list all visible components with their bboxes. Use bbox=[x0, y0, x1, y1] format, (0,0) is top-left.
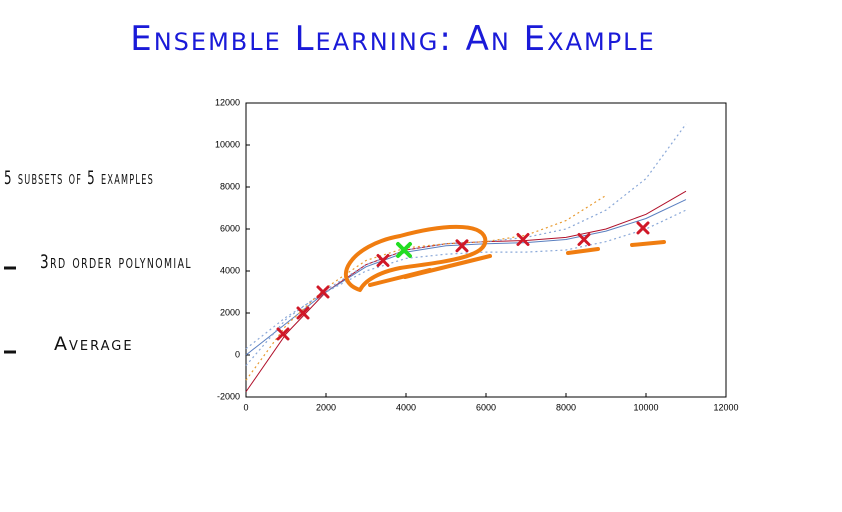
underline-stroke bbox=[630, 240, 666, 247]
data-point bbox=[636, 221, 650, 235]
x-tick-label: 0 bbox=[243, 402, 248, 412]
x-tick-label: 12000 bbox=[713, 402, 738, 412]
plot-frame bbox=[245, 102, 727, 398]
y-tick-label: 2000 bbox=[220, 307, 240, 317]
y-tick-label: 0 bbox=[235, 349, 240, 359]
underline-stroke bbox=[566, 247, 600, 255]
y-tick-label: 12000 bbox=[215, 97, 240, 107]
circle-stroke bbox=[343, 224, 488, 292]
series-line bbox=[245, 209, 687, 350]
y-tick-label: 10000 bbox=[215, 139, 240, 149]
plot: 0 2000 4000 6000 8000 10000 12000-200002000400… bbox=[215, 97, 739, 412]
highlight-point bbox=[396, 242, 412, 258]
data-point bbox=[296, 306, 310, 320]
y-tick-label: 4000 bbox=[220, 265, 240, 275]
data-point bbox=[376, 254, 390, 267]
data-point bbox=[577, 233, 591, 246]
series-line bbox=[245, 190, 687, 393]
x-tick-label: 6000 bbox=[476, 402, 496, 412]
x-tick-label: 2000 bbox=[316, 402, 336, 412]
x-tick-label: 10000 bbox=[633, 402, 658, 412]
slide-title: Ensemble Learning: An Example bbox=[130, 19, 655, 59]
y-tick-label: -2000 bbox=[217, 391, 240, 401]
data-point bbox=[316, 285, 330, 299]
bullet-text: 3rd order polynomial bbox=[40, 251, 192, 273]
bullet-text: Average bbox=[54, 333, 134, 355]
x-tick-label: 8000 bbox=[556, 402, 576, 412]
underline-stroke bbox=[403, 254, 492, 279]
annotations bbox=[343, 224, 666, 292]
series-line bbox=[245, 194, 607, 381]
y-tick-label: 8000 bbox=[220, 181, 240, 191]
data-point bbox=[276, 327, 290, 341]
data-point bbox=[516, 233, 530, 246]
y-tick-label: 6000 bbox=[220, 223, 240, 233]
x-tick-label: 4000 bbox=[396, 402, 416, 412]
series-line bbox=[245, 199, 687, 356]
bullet-text: 5 subsets of 5 examples bbox=[4, 167, 154, 189]
data-point bbox=[455, 239, 469, 253]
